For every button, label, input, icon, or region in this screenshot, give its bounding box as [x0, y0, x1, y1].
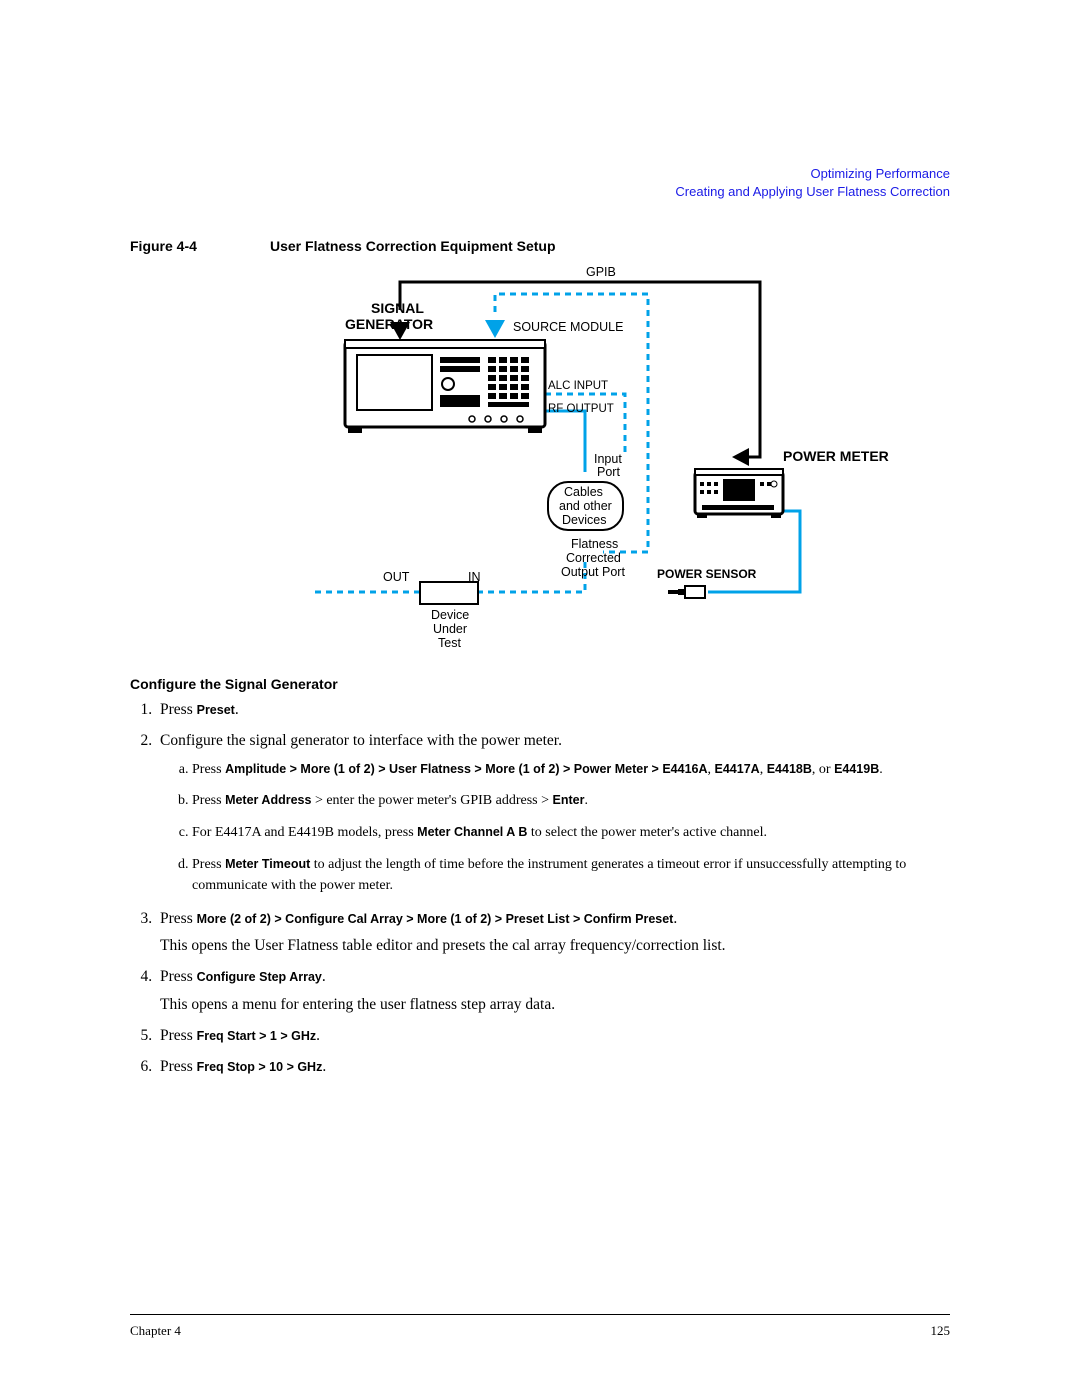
- step-1-pre: Press: [160, 701, 197, 718]
- step-2a: Press Amplitude > More (1 of 2) > User F…: [192, 759, 950, 781]
- step-2c-pre: For E4417A and E4419B models, press: [192, 825, 417, 840]
- step-2b-pre: Press: [192, 793, 225, 808]
- page-container: Optimizing Performance Creating and Appl…: [0, 0, 1080, 1397]
- step-3-pre: Press: [160, 910, 197, 927]
- step-2a-m3: , or: [812, 762, 834, 777]
- footer-chapter: Chapter 4: [130, 1323, 181, 1339]
- step-5: Press Freq Start > 1 > GHz.: [156, 1024, 950, 1047]
- label-in: IN: [468, 570, 481, 584]
- step-2-text: Configure the signal generator to interf…: [160, 732, 562, 749]
- label-power-meter: POWER METER: [783, 448, 889, 464]
- step-2a-ui2: E4417A: [715, 762, 760, 776]
- step-2: Configure the signal generator to interf…: [156, 729, 950, 897]
- step-2a-m1: ,: [708, 762, 715, 777]
- footer-page: 125: [931, 1323, 951, 1339]
- label-dut2: Under: [433, 622, 467, 636]
- label-flatness2: Corrected: [566, 551, 621, 565]
- label-flatness3: Output Port: [561, 565, 625, 579]
- step-2c-ui: Meter Channel A B: [417, 825, 527, 839]
- step-3-post: .: [673, 910, 677, 927]
- step-3: Press More (2 of 2) > Configure Cal Arra…: [156, 907, 950, 958]
- step-6-post: .: [322, 1058, 326, 1075]
- step-1: Press Preset.: [156, 698, 950, 721]
- label-dut3: Test: [438, 636, 461, 650]
- step-1-post: .: [235, 701, 239, 718]
- step-2b-ui2: Enter: [553, 793, 585, 807]
- step-2a-m2: ,: [760, 762, 767, 777]
- equipment-diagram: GPIB SIGNAL GENERATOR SOURCE MODULE ALC …: [190, 262, 830, 662]
- step-6-pre: Press: [160, 1058, 197, 1075]
- step-2d: Press Meter Timeout to adjust the length…: [192, 854, 950, 897]
- step-6-ui: Freq Stop > 10 > GHz: [197, 1060, 323, 1074]
- step-5-ui: Freq Start > 1 > GHz: [197, 1029, 316, 1043]
- step-3-desc: This opens the User Flatness table edito…: [160, 934, 950, 957]
- step-2a-ui: Amplitude > More (1 of 2) > User Flatnes…: [225, 762, 707, 776]
- step-2c: For E4417A and E4419B models, press Mete…: [192, 822, 950, 844]
- footer-divider: [130, 1314, 950, 1315]
- step-2b-mid: > enter the power meter's GPIB address >: [311, 793, 552, 808]
- step-4-post: .: [322, 968, 326, 985]
- step-2a-pre: Press: [192, 762, 225, 777]
- steps-list: Press Preset. Configure the signal gener…: [130, 698, 950, 1078]
- label-gpib: GPIB: [586, 265, 616, 279]
- label-cables3: Devices: [562, 513, 606, 527]
- step-4-ui: Configure Step Array: [197, 970, 322, 984]
- step-5-pre: Press: [160, 1027, 197, 1044]
- step-4-pre: Press: [160, 968, 197, 985]
- label-cables: Cables: [564, 485, 603, 499]
- step-2a-post: .: [879, 762, 883, 777]
- label-dut1: Device: [431, 608, 469, 622]
- step-5-post: .: [316, 1027, 320, 1044]
- step-2a-ui3: E4418B: [767, 762, 812, 776]
- figure-number: Figure 4-4: [130, 238, 270, 254]
- label-generator: GENERATOR: [345, 316, 433, 332]
- header-line-2: Creating and Applying User Flatness Corr…: [675, 183, 950, 201]
- label-rf: RF OUTPUT: [548, 403, 614, 416]
- label-out: OUT: [383, 570, 409, 584]
- section-heading: Configure the Signal Generator: [130, 676, 950, 692]
- page-footer: Chapter 4 125: [130, 1323, 950, 1339]
- step-1-ui: Preset: [197, 703, 235, 717]
- label-flatness: Flatness: [571, 537, 618, 551]
- header-line-1: Optimizing Performance: [675, 165, 950, 183]
- label-signal: SIGNAL: [371, 300, 424, 316]
- figure-title: User Flatness Correction Equipment Setup: [270, 238, 556, 254]
- step-2a-ui4: E4419B: [834, 762, 879, 776]
- step-2b: Press Meter Address > enter the power me…: [192, 790, 950, 812]
- step-2b-post: .: [584, 793, 588, 808]
- label-alc: ALC INPUT: [548, 380, 608, 393]
- label-cables2: and other: [559, 499, 612, 513]
- label-port: Port: [597, 465, 620, 479]
- step-3-ui: More (2 of 2) > Configure Cal Array > Mo…: [197, 912, 674, 926]
- step-2d-pre: Press: [192, 857, 225, 872]
- step-2-sublist: Press Amplitude > More (1 of 2) > User F…: [160, 759, 950, 897]
- step-4: Press Configure Step Array. This opens a…: [156, 965, 950, 1016]
- step-4-desc: This opens a menu for entering the user …: [160, 993, 950, 1016]
- label-power-sensor: POWER SENSOR: [657, 568, 756, 582]
- step-2d-ui: Meter Timeout: [225, 857, 310, 871]
- step-6: Press Freq Stop > 10 > GHz.: [156, 1055, 950, 1078]
- figure-caption: Figure 4-4 User Flatness Correction Equi…: [130, 238, 950, 254]
- label-source-module: SOURCE MODULE: [513, 320, 623, 334]
- step-2b-ui: Meter Address: [225, 793, 311, 807]
- page-header: Optimizing Performance Creating and Appl…: [675, 165, 950, 200]
- step-2c-post: to select the power meter's active chann…: [527, 825, 767, 840]
